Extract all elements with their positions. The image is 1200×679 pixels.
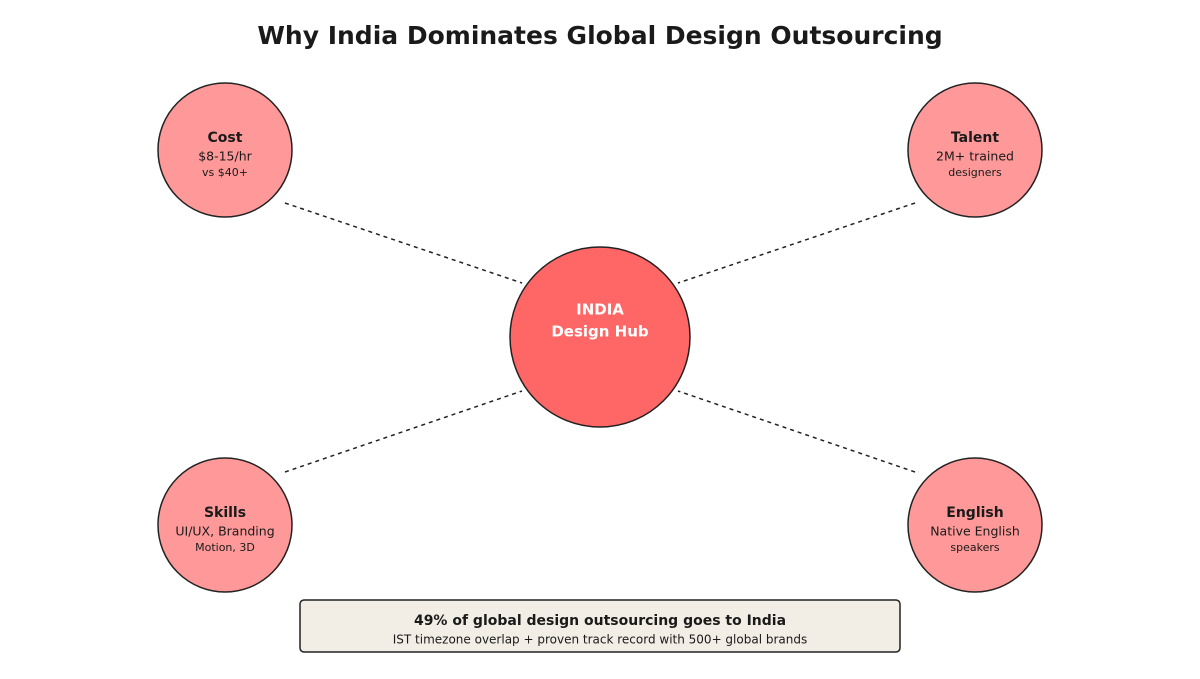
title: Why India Dominates Global Design Outsou…	[257, 21, 942, 50]
node-label: Talent	[951, 130, 999, 146]
node-line: designers	[948, 166, 1002, 179]
node	[907, 82, 1043, 218]
node	[907, 457, 1043, 593]
nodes: Cost $8-15/hr vs $40+ Talent 2M+ trained desi…	[157, 82, 1043, 593]
connectors	[284, 202, 916, 473]
node	[157, 457, 293, 593]
node-line: speakers	[950, 541, 999, 554]
node-label: English	[946, 505, 1003, 521]
node-line: UI/UX, Branding	[175, 524, 274, 539]
node-label: Cost	[208, 130, 243, 146]
center-node	[509, 246, 691, 428]
footer-headline: 49% of global design outsourcing goes to…	[414, 613, 786, 629]
node-line: Native English	[930, 524, 1020, 539]
node-line: 2M+ trained	[936, 149, 1014, 164]
node-line: Motion, 3D	[195, 541, 255, 554]
node-line: $8-15/hr	[198, 149, 252, 164]
footer-detail: IST timezone overlap + proven track reco…	[393, 633, 807, 647]
footer-box	[299, 599, 901, 653]
center-line: Design Hub	[551, 323, 649, 341]
node	[157, 82, 293, 218]
node-line: vs $40+	[202, 166, 248, 179]
center-line: INDIA	[576, 301, 624, 319]
node-label: Skills	[204, 505, 246, 521]
